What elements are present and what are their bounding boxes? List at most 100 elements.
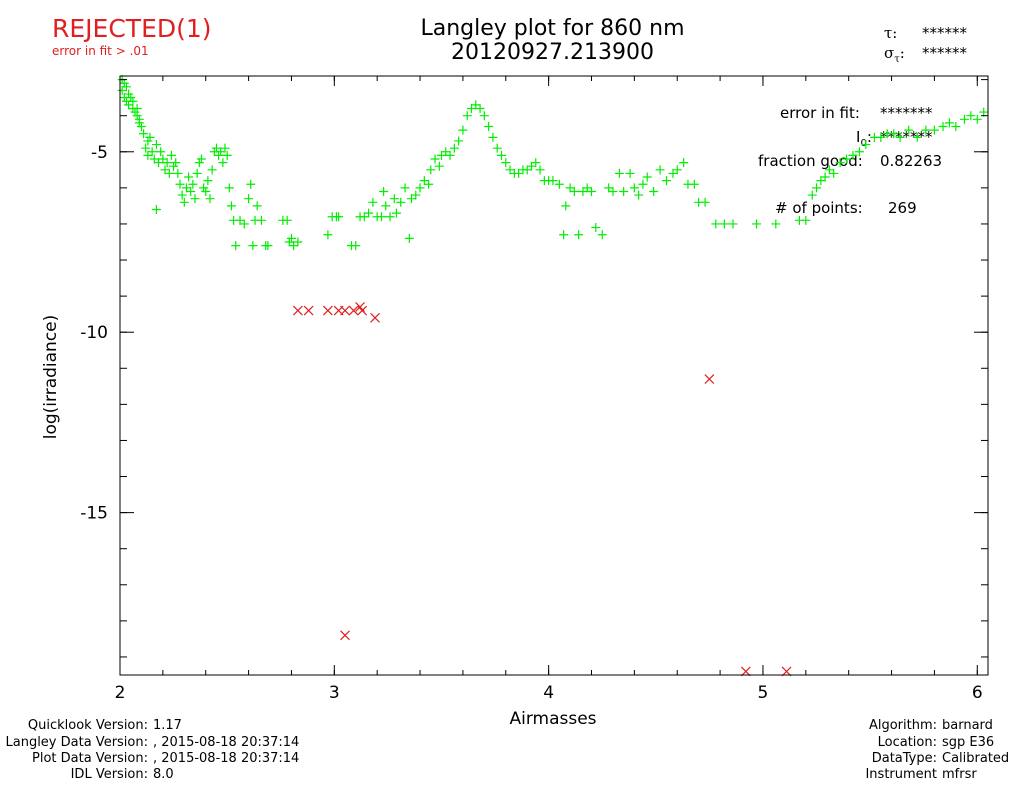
good-point	[282, 215, 292, 225]
good-point	[166, 150, 176, 160]
axes: 2 3 4 5 6 -5 -10 -15	[80, 76, 988, 703]
good-point	[158, 154, 168, 164]
good-point	[147, 147, 157, 157]
idl-version-label: IDL Version:	[70, 767, 148, 782]
good-point	[812, 183, 822, 193]
good-point	[121, 82, 131, 92]
langley-data-version-value: , 2015-08-18 20:37:14	[153, 735, 300, 750]
good-point	[130, 107, 140, 117]
good-point	[574, 230, 584, 240]
good-point	[426, 165, 436, 175]
quicklook-version-label: Quicklook Version:	[27, 718, 148, 733]
good-point	[505, 165, 515, 175]
good-point	[672, 165, 682, 175]
good-point	[449, 143, 459, 153]
rejected-point	[704, 374, 715, 385]
good-point	[235, 215, 245, 225]
good-point	[801, 215, 811, 225]
good-point	[323, 230, 333, 240]
good-point	[160, 165, 170, 175]
good-point	[972, 114, 982, 124]
algorithm-value: barnard	[942, 718, 993, 733]
good-point	[829, 168, 839, 178]
good-point	[625, 168, 635, 178]
good-point	[207, 165, 217, 175]
plot-data-version-value: , 2015-08-18 20:37:14	[153, 751, 300, 766]
good-point	[466, 103, 476, 113]
good-point	[662, 176, 672, 186]
good-point	[404, 233, 414, 243]
good-point	[689, 179, 699, 189]
good-point	[364, 208, 374, 218]
rejected-point	[340, 305, 350, 316]
rejected-point	[303, 305, 314, 316]
rejected-point	[348, 305, 359, 316]
rejected-point	[370, 312, 380, 323]
i0-colon: :	[866, 128, 872, 146]
plot-data-version-label: Plot Data Version:	[32, 751, 148, 766]
good-point	[184, 172, 194, 182]
good-point	[224, 183, 234, 193]
x-tick-label: 2	[115, 683, 126, 703]
good-point	[145, 132, 155, 142]
good-point	[944, 118, 954, 128]
good-point	[381, 201, 391, 211]
good-point	[156, 147, 166, 157]
good-point	[175, 179, 185, 189]
good-point	[143, 136, 153, 146]
good-point	[171, 158, 181, 168]
fraction-good-value: 0.82263	[880, 152, 943, 170]
good-point	[151, 205, 161, 215]
chart-subtitle: 20120927.213900	[451, 40, 654, 65]
good-point	[359, 212, 369, 222]
good-point	[117, 85, 127, 95]
chart-title: Langley plot for 860 nm	[420, 16, 685, 41]
good-point	[488, 132, 498, 142]
good-point	[578, 186, 588, 196]
good-point	[430, 154, 440, 164]
sigma-symbol: σ	[884, 44, 895, 62]
good-point	[501, 158, 511, 168]
status-reason: error in fit > .01	[52, 44, 149, 58]
good-point	[132, 103, 142, 113]
good-point	[419, 176, 429, 186]
good-point	[149, 154, 159, 164]
good-point	[164, 168, 174, 178]
good-point	[124, 100, 134, 110]
good-point	[220, 143, 230, 153]
good-point	[218, 158, 228, 168]
good-point	[824, 165, 834, 175]
rejected-point	[322, 305, 333, 316]
good-point	[700, 197, 710, 207]
good-point	[820, 172, 830, 182]
good-point	[203, 176, 213, 186]
good-point	[522, 165, 532, 175]
i0-label: I0:	[856, 128, 872, 149]
good-point	[216, 147, 226, 157]
good-point	[861, 140, 871, 150]
location-value: sgp E36	[942, 735, 995, 750]
y-tick-label: -10	[80, 323, 108, 343]
good-point	[614, 168, 624, 178]
good-point	[119, 78, 129, 88]
good-point	[559, 230, 569, 240]
good-point	[966, 111, 976, 121]
good-point	[424, 179, 434, 189]
good-point	[619, 186, 629, 196]
good-point	[842, 154, 852, 164]
good-point	[979, 107, 989, 117]
good-point	[256, 215, 266, 225]
good-point	[816, 176, 826, 186]
x-tick-label: 5	[758, 683, 769, 703]
good-point	[638, 179, 648, 189]
good-point	[728, 219, 738, 229]
instrument-label: Instrument	[865, 767, 937, 782]
good-point	[222, 150, 232, 160]
good-point	[400, 183, 410, 193]
good-point	[876, 132, 886, 142]
good-point	[458, 125, 468, 135]
idl-version-value: 8.0	[153, 767, 174, 782]
good-point	[139, 129, 149, 139]
good-point	[194, 158, 204, 168]
